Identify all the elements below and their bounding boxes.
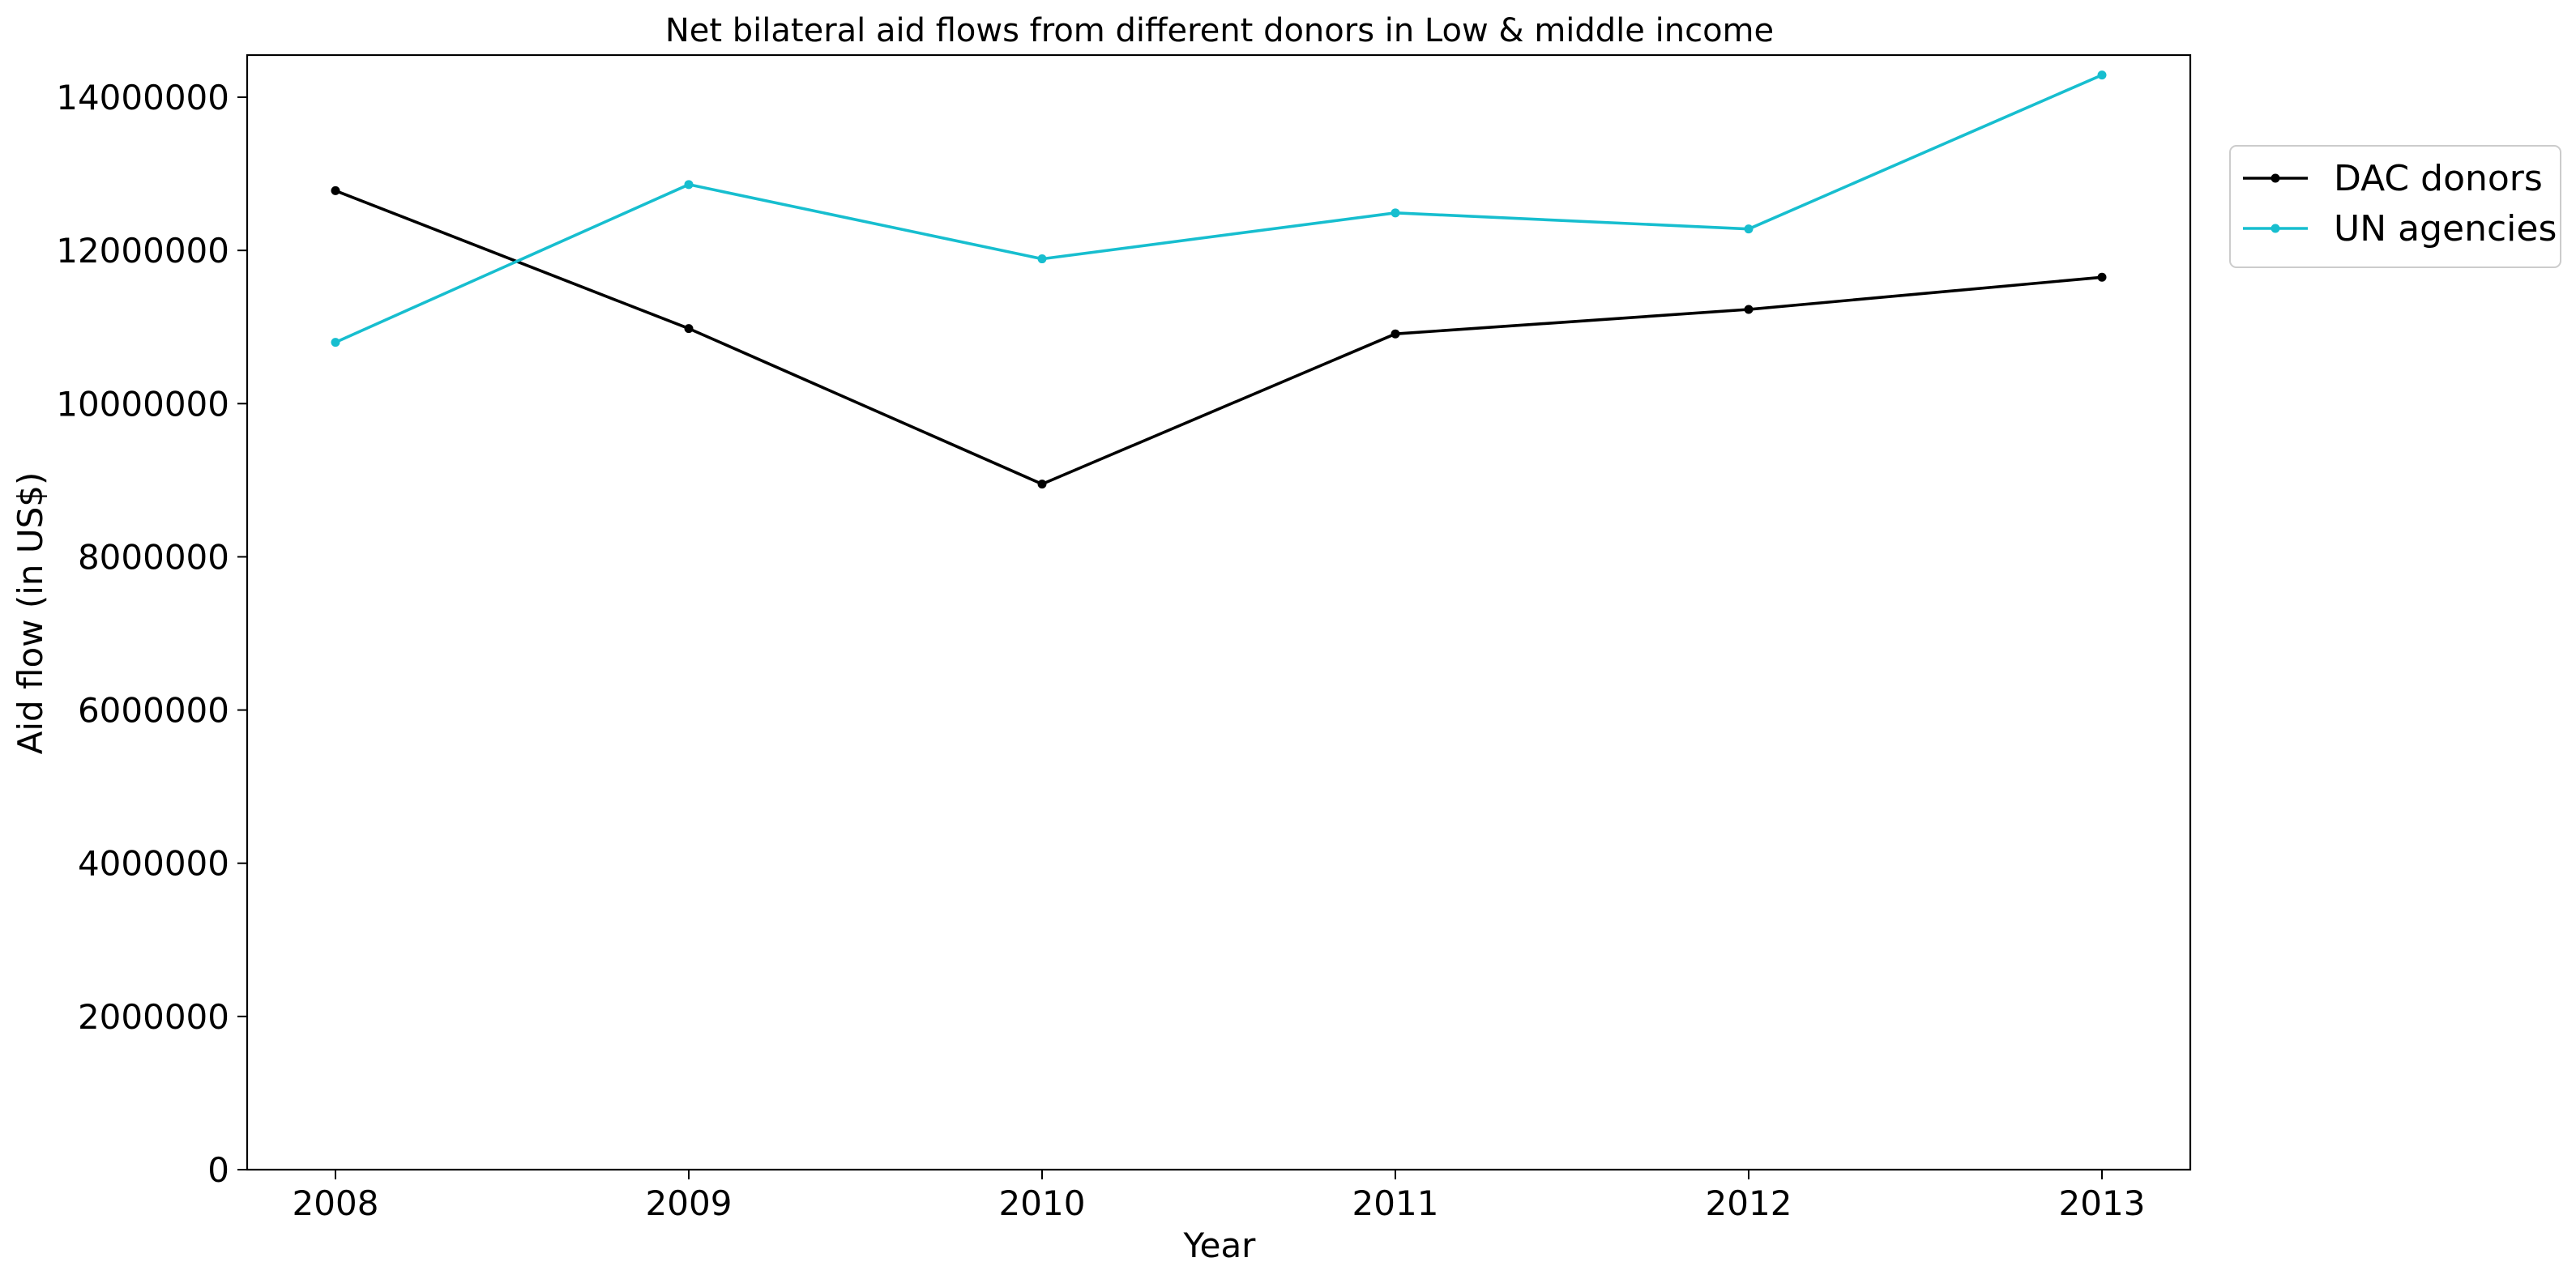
x-tick-label: 2011	[1352, 1183, 1439, 1223]
y-tick-label: 6000000	[78, 691, 229, 731]
legend-box	[2229, 145, 2561, 268]
chart-title: Net bilateral aid flows from different d…	[665, 12, 1774, 49]
data-point-dac-donors	[1391, 329, 1400, 339]
y-axis: 0 2000000 4000000 6000000 8000000 10000000 120…	[56, 78, 247, 1190]
x-tick-label: 2010	[999, 1183, 1086, 1223]
data-point-un-agencies	[1391, 208, 1400, 218]
data-point-un-agencies	[1744, 224, 1754, 234]
legend: DAC donors UN agencies	[2229, 145, 2561, 268]
x-tick-label: 2012	[1706, 1183, 1792, 1223]
data-point-un-agencies	[684, 180, 694, 190]
data-point-dac-donors	[1037, 480, 1047, 489]
data-point-dac-donors	[1744, 305, 1754, 314]
y-tick-label: 10000000	[56, 384, 229, 424]
data-point-dac-donors	[684, 324, 694, 334]
y-tick-label: 2000000	[78, 997, 229, 1037]
legend-swatch-marker	[2271, 224, 2280, 233]
data-point-dac-donors	[2097, 272, 2107, 282]
legend-label: UN agencies	[2334, 208, 2557, 249]
x-axis: 2008 2009 2010 2011 2012 2013	[293, 1170, 2146, 1223]
series-un-agencies	[331, 70, 2107, 347]
data-point-dac-donors	[331, 185, 340, 195]
x-tick-label: 2008	[293, 1183, 379, 1223]
plot-area-frame	[246, 53, 2192, 1171]
y-axis-label: Aid flow (in US$)	[11, 472, 50, 755]
x-tick-label: 2013	[2059, 1183, 2146, 1223]
y-tick-label: 14000000	[56, 78, 229, 117]
series-dac-donors	[331, 185, 2107, 489]
y-tick-label: 12000000	[56, 231, 229, 271]
series-line-un-agencies	[335, 73, 2103, 344]
series-layer	[331, 70, 2107, 489]
legend-swatch-marker	[2271, 173, 2280, 183]
data-point-un-agencies	[1037, 254, 1047, 264]
x-axis-label: Year	[1183, 1226, 1257, 1265]
y-tick-label: 8000000	[78, 537, 229, 577]
x-tick-label: 2009	[646, 1183, 733, 1223]
y-tick-label: 0	[207, 1150, 229, 1190]
data-point-un-agencies	[331, 338, 340, 347]
legend-label: DAC donors	[2334, 158, 2543, 199]
data-point-un-agencies	[2097, 70, 2107, 80]
series-line-dac-donors	[335, 189, 2103, 486]
y-tick-label: 4000000	[78, 844, 229, 884]
